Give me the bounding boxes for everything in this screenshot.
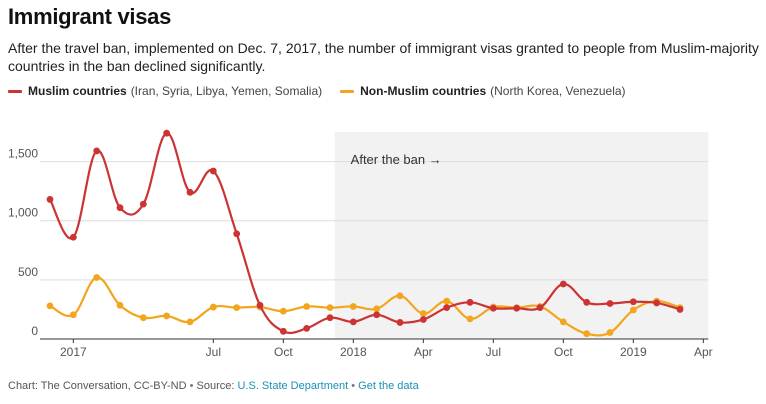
x-tick-label: Apr bbox=[414, 345, 433, 359]
x-tick-label: Apr bbox=[694, 345, 713, 359]
data-point-muslim bbox=[93, 147, 101, 155]
data-point-muslim bbox=[419, 316, 427, 323]
data-point-muslim bbox=[233, 230, 241, 238]
data-point-muslim bbox=[46, 196, 54, 203]
data-point-muslim bbox=[583, 298, 591, 306]
data-point-non-muslim bbox=[466, 315, 474, 323]
x-tick-label: 2017 bbox=[60, 345, 87, 359]
data-point-muslim bbox=[373, 311, 381, 319]
legend-swatch-muslim bbox=[8, 89, 22, 93]
y-tick-label: 500 bbox=[18, 265, 38, 279]
x-tick-label: Oct bbox=[274, 345, 293, 359]
data-point-non-muslim bbox=[443, 297, 451, 305]
data-point-non-muslim bbox=[559, 318, 567, 326]
legend: Muslim countries (Iran, Syria, Libya, Ye… bbox=[8, 84, 644, 98]
data-point-non-muslim bbox=[163, 312, 171, 320]
data-point-non-muslim bbox=[46, 302, 54, 310]
data-point-muslim bbox=[279, 327, 287, 335]
data-point-non-muslim bbox=[629, 306, 637, 314]
x-tick-label: Oct bbox=[554, 345, 573, 359]
legend-label: Muslim countries bbox=[28, 84, 127, 98]
data-point-muslim bbox=[349, 318, 357, 326]
legend-note: (North Korea, Venezuela) bbox=[490, 84, 626, 98]
get-data-link[interactable]: Get the data bbox=[358, 380, 419, 392]
data-point-muslim bbox=[443, 304, 451, 312]
x-tick-label: 2018 bbox=[340, 345, 367, 359]
x-tick-label: 2019 bbox=[620, 345, 647, 359]
data-point-non-muslim bbox=[373, 305, 381, 313]
data-point-muslim bbox=[163, 129, 171, 137]
after-ban-label: After the ban → bbox=[351, 152, 442, 167]
legend-label: Non-Muslim countries bbox=[360, 84, 487, 98]
data-point-non-muslim bbox=[279, 307, 287, 315]
legend-item-non-muslim[interactable]: Non-Muslim countries (North Korea, Venez… bbox=[340, 84, 626, 98]
data-point-non-muslim bbox=[186, 318, 194, 326]
legend-item-muslim[interactable]: Muslim countries (Iran, Syria, Libya, Ye… bbox=[8, 84, 322, 98]
data-point-muslim bbox=[513, 304, 521, 312]
data-point-non-muslim bbox=[419, 310, 427, 317]
data-point-non-muslim bbox=[233, 304, 241, 312]
data-point-muslim bbox=[256, 301, 264, 309]
data-point-muslim bbox=[536, 304, 544, 312]
source-link[interactable]: U.S. State Department bbox=[237, 380, 349, 392]
data-point-non-muslim bbox=[349, 303, 357, 310]
data-point-non-muslim bbox=[116, 301, 124, 309]
data-point-non-muslim bbox=[139, 314, 147, 322]
chart-subtitle: After the travel ban, implemented on Dec… bbox=[8, 40, 759, 74]
data-point-muslim bbox=[653, 299, 661, 307]
data-point-non-muslim bbox=[303, 303, 311, 310]
x-tick-label: Jul bbox=[486, 345, 501, 359]
data-point-non-muslim bbox=[69, 311, 77, 319]
data-point-non-muslim bbox=[209, 303, 217, 311]
series-line-non-muslim bbox=[48, 276, 682, 337]
data-point-muslim bbox=[489, 304, 497, 312]
data-point-muslim bbox=[116, 204, 124, 212]
y-tick-label: 0 bbox=[31, 324, 38, 338]
data-point-muslim bbox=[559, 280, 567, 288]
data-point-non-muslim bbox=[606, 329, 614, 336]
data-point-muslim bbox=[606, 300, 614, 307]
x-tick-label: Jul bbox=[206, 345, 221, 359]
legend-swatch-non-muslim bbox=[340, 89, 355, 93]
separator: • bbox=[189, 380, 194, 392]
data-point-muslim bbox=[209, 167, 217, 175]
line-chart: 0 500 1,000 1,500 2017 Jul Oct Jul Apr 2018 Oct 201… bbox=[8, 129, 713, 359]
data-point-muslim bbox=[396, 319, 404, 326]
data-point-muslim bbox=[676, 306, 684, 313]
data-point-muslim bbox=[326, 314, 334, 322]
data-point-non-muslim bbox=[583, 330, 591, 338]
data-point-muslim bbox=[466, 298, 474, 306]
data-point-non-muslim bbox=[326, 304, 334, 312]
data-point-muslim bbox=[303, 324, 311, 332]
data-point-non-muslim bbox=[93, 274, 101, 281]
data-point-non-muslim bbox=[396, 292, 404, 300]
source-prefix: Source: bbox=[196, 380, 235, 392]
legend-note: (Iran, Syria, Libya, Yemen, Somalia) bbox=[130, 84, 323, 98]
separator: • bbox=[351, 380, 356, 392]
credit-text: Chart: The Conversation, CC-BY-ND bbox=[8, 380, 187, 392]
y-tick-label: 1,500 bbox=[8, 147, 38, 161]
data-point-muslim bbox=[629, 298, 637, 306]
y-tick-label: 1,000 bbox=[8, 206, 38, 220]
chart-title: Immigrant visas bbox=[8, 4, 172, 29]
footer: Chart: The Conversation, CC-BY-ND • Sour… bbox=[8, 380, 419, 392]
data-point-muslim bbox=[139, 200, 147, 208]
data-point-muslim bbox=[69, 233, 77, 241]
data-point-muslim bbox=[186, 188, 194, 196]
